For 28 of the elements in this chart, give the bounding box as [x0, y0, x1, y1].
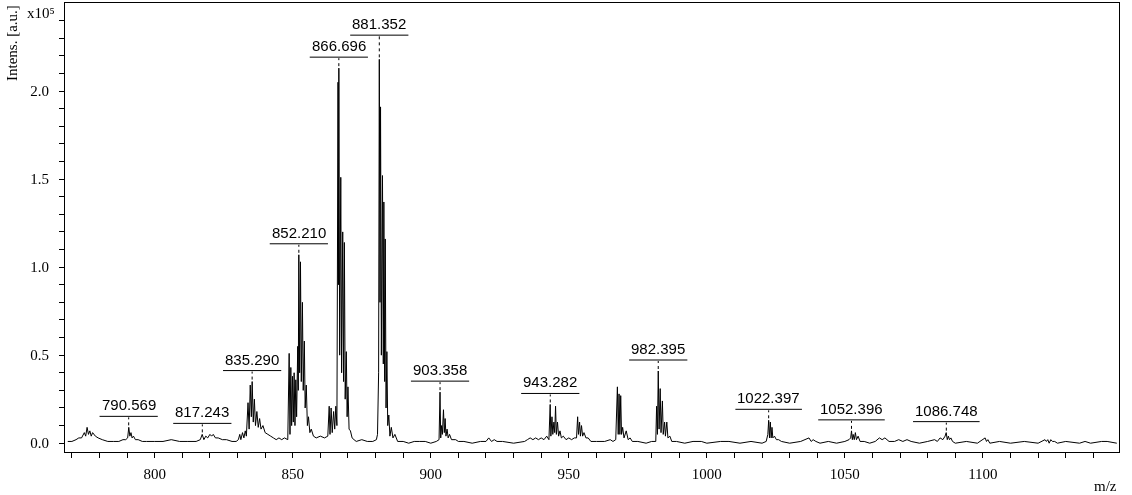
annotation: 1086.748 [915, 402, 978, 419]
line-series [67, 58, 1118, 444]
x-axis-title: m/z [1094, 478, 1117, 494]
annotation: 881.352 [352, 15, 407, 32]
x-tick-label: 900 [419, 466, 443, 482]
y-tick-label: 2.0 [30, 83, 49, 100]
y-tick-label: 0.0 [30, 435, 49, 452]
y-tick-label: 0.5 [30, 347, 49, 364]
x-tick-label: 1050 [829, 466, 860, 482]
annotation: 817.243 [175, 403, 230, 420]
annotation: 866.696 [312, 37, 367, 54]
annotation: 1052.396 [820, 400, 883, 417]
y-tick-label: 1.0 [30, 259, 49, 276]
text: x10⁵ [27, 5, 55, 21]
annotation: 790.569 [102, 396, 157, 413]
x-tick-label: 1000 [691, 466, 722, 482]
y-axis-title: Intens. [a.u.] [4, 5, 20, 81]
annotation: 982.395 [631, 340, 686, 357]
annotation: 943.282 [523, 373, 578, 390]
y-tick-label: 1.5 [30, 171, 49, 188]
x-tick-label: 850 [281, 466, 304, 482]
annotation: 835.290 [225, 351, 280, 368]
x-tick-label: 950 [557, 466, 581, 482]
annotation: 903.358 [413, 361, 468, 378]
x-tick-label: 800 [143, 466, 166, 482]
annotation: 1022.397 [737, 389, 800, 406]
x-tick-label: 1100 [968, 466, 998, 482]
annotation: 852.210 [272, 224, 327, 241]
